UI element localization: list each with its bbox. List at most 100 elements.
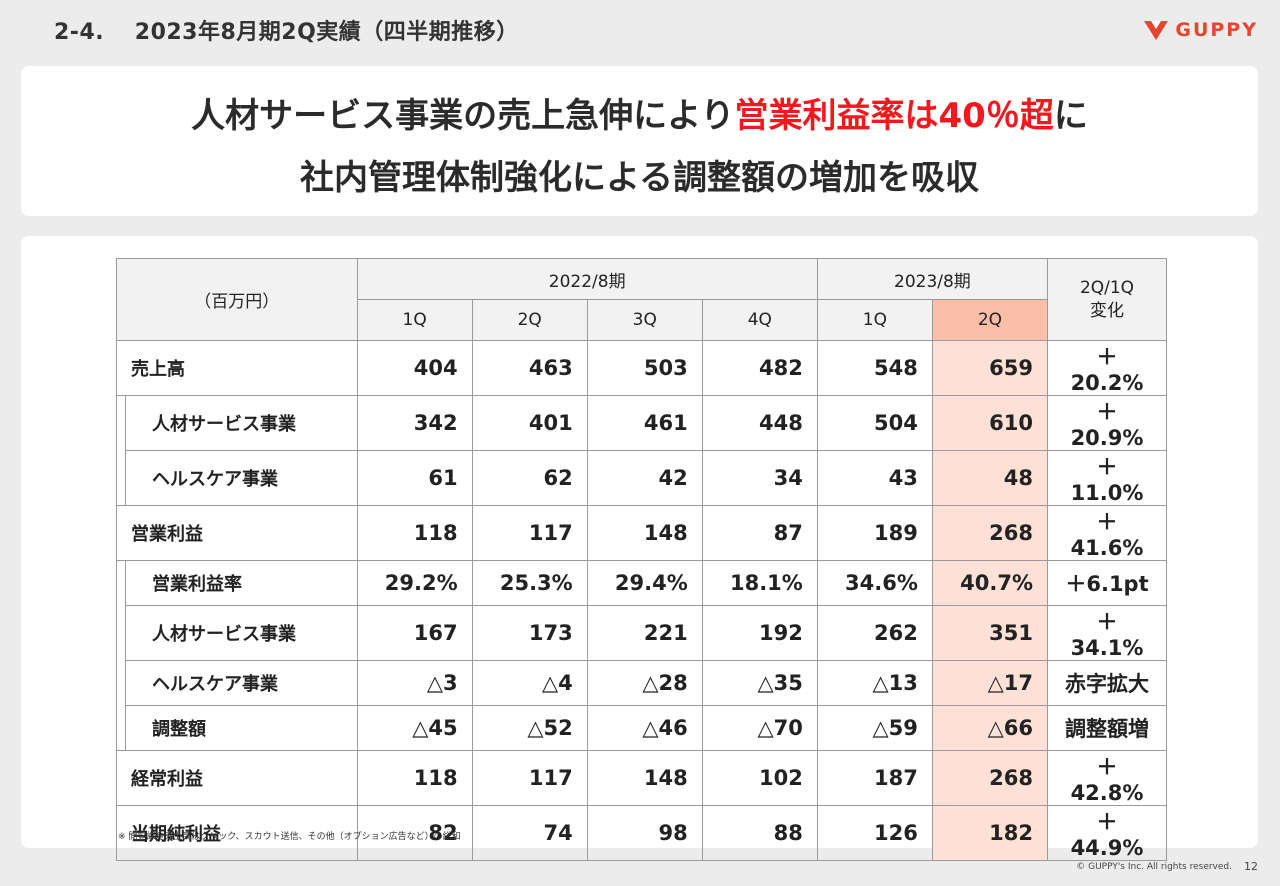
slide-title: 2-4. 2023年8月期2Q実績（四半期推移）: [54, 20, 519, 45]
value-cell: △3: [356, 660, 473, 706]
guppy-logo: GUPPY: [1143, 18, 1258, 42]
row-label: 人材サービス事業: [125, 605, 358, 661]
row-label: 人材サービス事業: [125, 395, 358, 451]
change-cell: ＋6.1pt: [1047, 560, 1167, 606]
value-cell: 48: [931, 450, 1049, 506]
value-cell: 610: [931, 395, 1049, 451]
value-cell: 659: [931, 340, 1049, 396]
value-cell: 126: [816, 805, 933, 861]
value-cell: 463: [471, 340, 588, 396]
row-label: ヘルスケア事業: [125, 660, 358, 706]
change-cell: ＋42.8%: [1047, 750, 1167, 806]
headline-part-a: 人材サービス事業の売上急伸により: [191, 96, 735, 136]
value-cell: 482: [701, 340, 818, 396]
value-cell: 40.7%: [931, 560, 1049, 606]
headline-line-1: 人材サービス事業の売上急伸により営業利益率は40％超に: [21, 88, 1258, 137]
value-cell: 189: [816, 505, 933, 561]
value-cell: △46: [586, 705, 703, 751]
table-row: 営業利益率 29.2% 25.3% 29.4% 18.1% 34.6% 40.7% ＋6.1p…: [116, 560, 1167, 606]
table-row: 人材サービス事業 167 173 221 192 262 351 ＋34.1%: [116, 605, 1167, 661]
logo-text: GUPPY: [1175, 19, 1258, 41]
value-cell: 25.3%: [471, 560, 588, 606]
fy2023-header: 2023/8期: [816, 258, 1049, 300]
value-cell: 173: [471, 605, 588, 661]
value-cell: △70: [701, 705, 818, 751]
value-cell: △66: [931, 705, 1049, 751]
value-cell: 118: [356, 505, 473, 561]
value-cell: 503: [586, 340, 703, 396]
value-cell: 268: [931, 505, 1049, 561]
change-cell: ＋20.9%: [1047, 395, 1167, 451]
value-cell: 82: [356, 805, 473, 861]
quarter-header-current: 2Q: [931, 299, 1049, 341]
quarter-header: 4Q: [701, 299, 818, 341]
change-cell: ＋11.0%: [1047, 450, 1167, 506]
value-cell: 401: [471, 395, 588, 451]
value-cell: 102: [701, 750, 818, 806]
value-cell: 98: [586, 805, 703, 861]
value-cell: 18.1%: [701, 560, 818, 606]
value-cell: △45: [356, 705, 473, 751]
change-header-line2: 変化: [1090, 300, 1124, 321]
indent-cell: [116, 705, 126, 751]
value-cell: △28: [586, 660, 703, 706]
quarter-header: 1Q: [816, 299, 933, 341]
value-cell: △17: [931, 660, 1049, 706]
value-cell: 117: [471, 505, 588, 561]
page-number: 12: [1244, 860, 1258, 873]
value-cell: 167: [356, 605, 473, 661]
indent-cell: [116, 660, 126, 706]
value-cell: △52: [471, 705, 588, 751]
change-cell: ＋44.9%: [1047, 805, 1167, 861]
quarter-header: 1Q: [356, 299, 473, 341]
change-cell: ＋20.2%: [1047, 340, 1167, 396]
change-cell: 赤字拡大: [1047, 660, 1167, 706]
fy2022-header: 2022/8期: [356, 258, 818, 300]
headline-line-2: 社内管理体制強化による調整額の増加を吸収: [300, 158, 979, 198]
value-cell: △59: [816, 705, 933, 751]
table-row: 人材サービス事業 342 401 461 448 504 610 ＋20.9%: [116, 395, 1167, 451]
table-panel: （百万円） 2022/8期 2023/8期 2Q/1Q 変化 1Q 2Q 3Q …: [21, 236, 1258, 861]
row-label: 売上高: [116, 340, 358, 396]
change-header-line1: 2Q/1Q: [1079, 278, 1135, 299]
value-cell: 221: [586, 605, 703, 661]
table-row: ヘルスケア事業 △3 △4 △28 △35 △13 △17 赤字拡大: [116, 660, 1167, 706]
value-cell: 504: [816, 395, 933, 451]
value-cell: △35: [701, 660, 818, 706]
value-cell: 34.6%: [816, 560, 933, 606]
row-label: 経常利益: [116, 750, 358, 806]
table-row: 当期純利益 82 74 98 88 126 182 ＋44.9%: [116, 805, 1167, 861]
value-cell: 548: [816, 340, 933, 396]
footnote: ※ 閲覧課金売上高はクリック、スカウト送信、その他（オプション広告など）の総和: [118, 832, 461, 842]
row-label: 営業利益: [116, 505, 358, 561]
indent-cell: [116, 605, 126, 661]
value-cell: 118: [356, 750, 473, 806]
change-cell: 調整額増: [1047, 705, 1167, 751]
value-cell: 448: [701, 395, 818, 451]
value-cell: 148: [586, 750, 703, 806]
headline-highlight: 営業利益率は40％超: [734, 96, 1054, 136]
table-row: 営業利益 118 117 148 87 189 268 ＋41.6%: [116, 505, 1167, 561]
indent-cell: [116, 560, 126, 606]
quarter-header: 3Q: [586, 299, 703, 341]
value-cell: 62: [471, 450, 588, 506]
value-cell: 262: [816, 605, 933, 661]
value-cell: 29.4%: [586, 560, 703, 606]
value-cell: 461: [586, 395, 703, 451]
quarter-header: 2Q: [471, 299, 588, 341]
table-row: 売上高 404 463 503 482 548 659 ＋20.2%: [116, 340, 1167, 396]
value-cell: 34: [701, 450, 818, 506]
change-header: 2Q/1Q 変化: [1047, 258, 1167, 341]
value-cell: 61: [356, 450, 473, 506]
headline-panel: 人材サービス事業の売上急伸により営業利益率は40％超に 社内管理体制強化による調…: [21, 66, 1258, 216]
row-label: 調整額: [125, 705, 358, 751]
value-cell: 148: [586, 505, 703, 561]
row-label: 営業利益率: [125, 560, 358, 606]
copyright: © GUPPY's Inc. All rights reserved.: [1076, 862, 1232, 872]
results-table: （百万円） 2022/8期 2023/8期 2Q/1Q 変化 1Q 2Q 3Q …: [116, 258, 1167, 861]
row-label: ヘルスケア事業: [125, 450, 358, 506]
value-cell: 351: [931, 605, 1049, 661]
value-cell: △13: [816, 660, 933, 706]
value-cell: 192: [701, 605, 818, 661]
table-row: 調整額 △45 △52 △46 △70 △59 △66 調整額増: [116, 705, 1167, 751]
